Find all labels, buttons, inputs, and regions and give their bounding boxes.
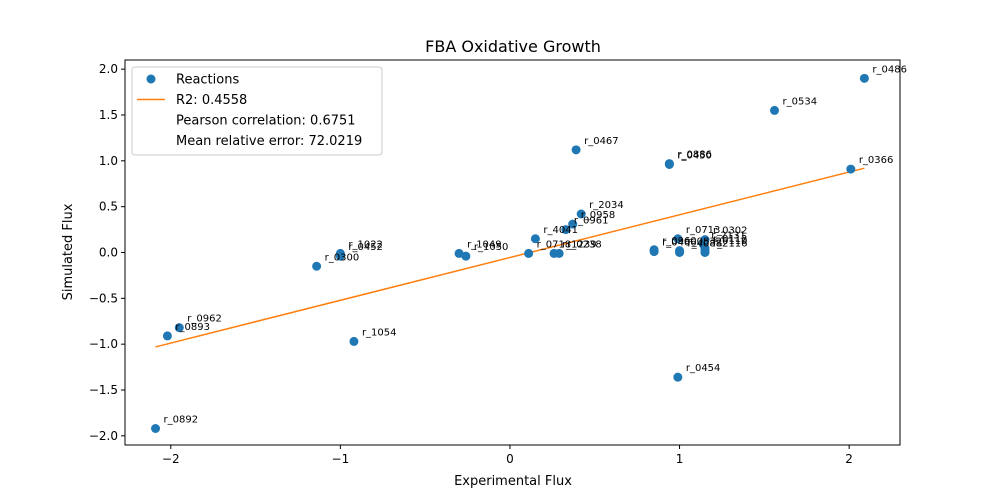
- y-tick-label: 0.0: [99, 246, 118, 260]
- legend-marker-points: [146, 74, 156, 84]
- point-label: r_0893: [175, 322, 210, 333]
- data-point: [554, 248, 564, 258]
- point-label: r_0454: [686, 363, 721, 374]
- point-label: r_1239: [562, 239, 597, 250]
- data-point: [151, 424, 161, 433]
- data-point: [673, 234, 683, 244]
- legend-entry: Pearson correlation: 0.6751: [176, 114, 356, 129]
- data-point: [568, 219, 578, 229]
- data-point: [576, 209, 586, 219]
- point-label: r_0958: [581, 210, 616, 221]
- y-tick-label: 1.5: [99, 108, 118, 122]
- data-point: [162, 331, 172, 341]
- point-label: r_2034: [589, 200, 624, 211]
- data-point: [454, 248, 464, 258]
- point-label: r_0961: [574, 216, 609, 227]
- data-point: [335, 251, 345, 261]
- data-point: [770, 105, 780, 115]
- point-label: r_0534: [783, 96, 818, 107]
- point-label: r_0302: [713, 226, 748, 237]
- y-tick-label: −0.5: [89, 291, 118, 305]
- point-label: r_0892: [164, 415, 199, 426]
- y-tick-label: −1.0: [89, 337, 118, 351]
- data-point: [846, 164, 856, 174]
- x-tick-label: 0: [506, 452, 514, 466]
- x-axis-label: Experimental Flux: [454, 474, 572, 489]
- point-label: r_0467: [584, 136, 619, 147]
- point-label: r_0450: [677, 151, 712, 162]
- y-tick-label: −2.0: [89, 429, 118, 443]
- point-label: r_0110: [713, 236, 748, 247]
- point-label: r_1049: [467, 239, 502, 250]
- legend-box: [131, 66, 383, 156]
- legend-entry: Reactions: [176, 73, 239, 88]
- data-point: [859, 73, 869, 83]
- data-point: [174, 323, 184, 333]
- y-tick-label: 2.0: [99, 62, 118, 76]
- x-tick-label: 1: [676, 452, 684, 466]
- data-point: [675, 248, 685, 257]
- data-point: [561, 225, 571, 235]
- fit-line: [155, 167, 865, 348]
- point-label: r_0832: [688, 237, 723, 248]
- data-point: [524, 248, 534, 258]
- point-label: r_0713: [686, 225, 721, 236]
- legend: Reactions R2: 0.4558 Pearson correlation: …: [131, 66, 383, 156]
- point-label: r_0366: [859, 155, 894, 166]
- x-tick-label: −1: [332, 452, 350, 466]
- point-label: r_0112: [713, 234, 748, 245]
- point-label: r_0718: [537, 239, 572, 250]
- data-point: [664, 160, 674, 169]
- point-label: r_2116: [713, 239, 748, 250]
- point-label: r_0960: [662, 236, 697, 247]
- y-tick-label: −1.5: [89, 383, 118, 397]
- x-axis: −2 −1 0 1 2: [162, 445, 853, 466]
- x-tick-label: −2: [162, 452, 180, 466]
- data-point: [571, 145, 581, 155]
- point-label: r_2131: [711, 230, 746, 241]
- legend-entry: R2: 0.4558: [176, 93, 247, 108]
- data-point: [349, 336, 359, 346]
- data-point: [530, 234, 540, 244]
- y-tick-label: 1.0: [99, 154, 118, 168]
- point-label: r_0238: [567, 239, 602, 250]
- data-point: [673, 372, 683, 382]
- point-label: r_4041: [543, 225, 578, 236]
- data-point: [700, 248, 710, 257]
- point-label: r_4088: [688, 239, 723, 250]
- point-label: r_0452: [348, 242, 383, 253]
- x-tick-label: 2: [845, 452, 853, 466]
- point-label: r_0962: [187, 314, 222, 325]
- data-point: [312, 261, 322, 271]
- data-point: [461, 251, 471, 261]
- y-axis: −2.0 −1.5 −1.0 −0.5 0.0 0.5 1.0 1.5 2.0: [89, 62, 125, 443]
- point-label: r_0300: [325, 252, 360, 263]
- point-label: r_0486: [872, 64, 907, 75]
- point-label: r_0886: [677, 150, 712, 161]
- y-axis-label: Simulated Flux: [61, 203, 76, 300]
- legend-entry: Mean relative error: 72.0219: [176, 134, 362, 149]
- data-point: [649, 247, 659, 257]
- points-layer: [151, 73, 869, 433]
- y-tick-label: 0.5: [99, 200, 118, 214]
- chart-title: FBA Oxidative Growth: [425, 37, 601, 56]
- point-label: r_1022: [348, 239, 383, 250]
- point-label: r_1050: [474, 242, 509, 253]
- point-label: r_0466: [662, 238, 697, 249]
- fit-line-layer: [155, 167, 865, 348]
- point-label: r_1054: [362, 327, 397, 338]
